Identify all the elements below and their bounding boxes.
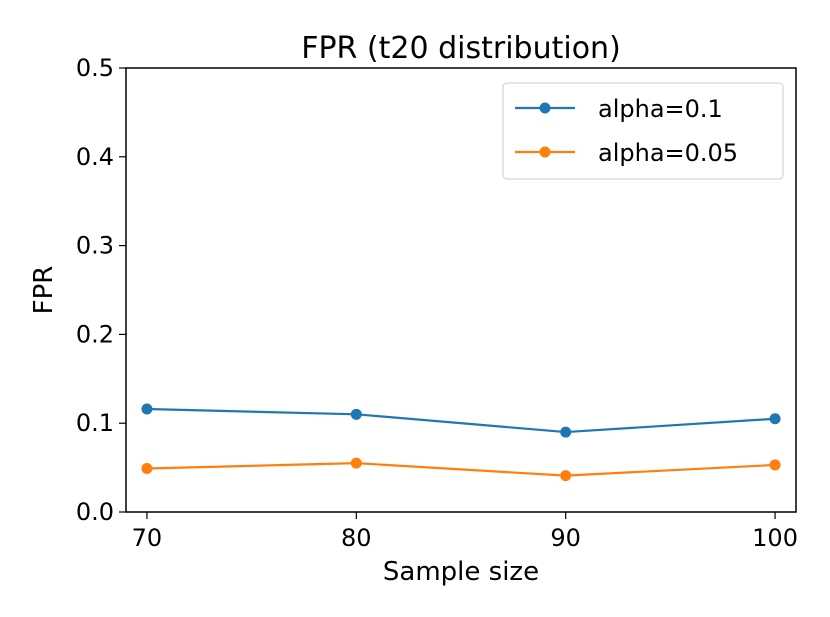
legend: alpha=0.1 alpha=0.05 (502, 82, 784, 180)
chart-title: FPR (t20 distribution) (301, 31, 621, 66)
plot-area-frame (125, 67, 797, 513)
y-tick-label: 0.5 (76, 54, 114, 82)
legend-entry: alpha=0.1 (515, 95, 723, 123)
y-tick-label: 0.0 (76, 498, 114, 526)
x-axis-ticks: 70 80 90 100 (132, 512, 798, 552)
series-line (146, 462, 776, 477)
data-point (769, 413, 781, 425)
data-point (141, 403, 153, 415)
legend-entry: alpha=0.05 (515, 139, 738, 167)
series-alpha=0.1 (141, 403, 781, 438)
series-layer (141, 403, 781, 482)
x-tick-label: 100 (752, 524, 798, 552)
y-axis-label: FPR (29, 266, 59, 315)
legend-label: alpha=0.05 (598, 139, 738, 167)
x-axis-label: Sample size (383, 557, 539, 587)
legend-label: alpha=0.1 (598, 95, 723, 123)
y-tick-label: 0.2 (76, 320, 114, 348)
data-point (560, 426, 572, 438)
legend-marker (539, 102, 551, 114)
series-line (146, 407, 776, 434)
y-axis-ticks: 0.0 0.1 0.2 0.3 0.4 0.5 (76, 54, 126, 526)
y-tick-label: 0.1 (76, 409, 114, 437)
data-point (350, 457, 362, 469)
series-alpha=0.05 (141, 457, 781, 482)
x-tick-label: 80 (341, 524, 372, 552)
y-tick-label: 0.3 (76, 232, 114, 260)
legend-entries: alpha=0.1 alpha=0.05 (515, 95, 738, 167)
y-tick-label: 0.4 (76, 143, 114, 171)
x-tick-label: 90 (550, 524, 581, 552)
x-tick-label: 70 (132, 524, 163, 552)
data-point (769, 459, 781, 471)
data-point (560, 470, 572, 482)
legend-marker (539, 146, 551, 158)
data-point (350, 408, 362, 420)
data-point (141, 462, 153, 474)
